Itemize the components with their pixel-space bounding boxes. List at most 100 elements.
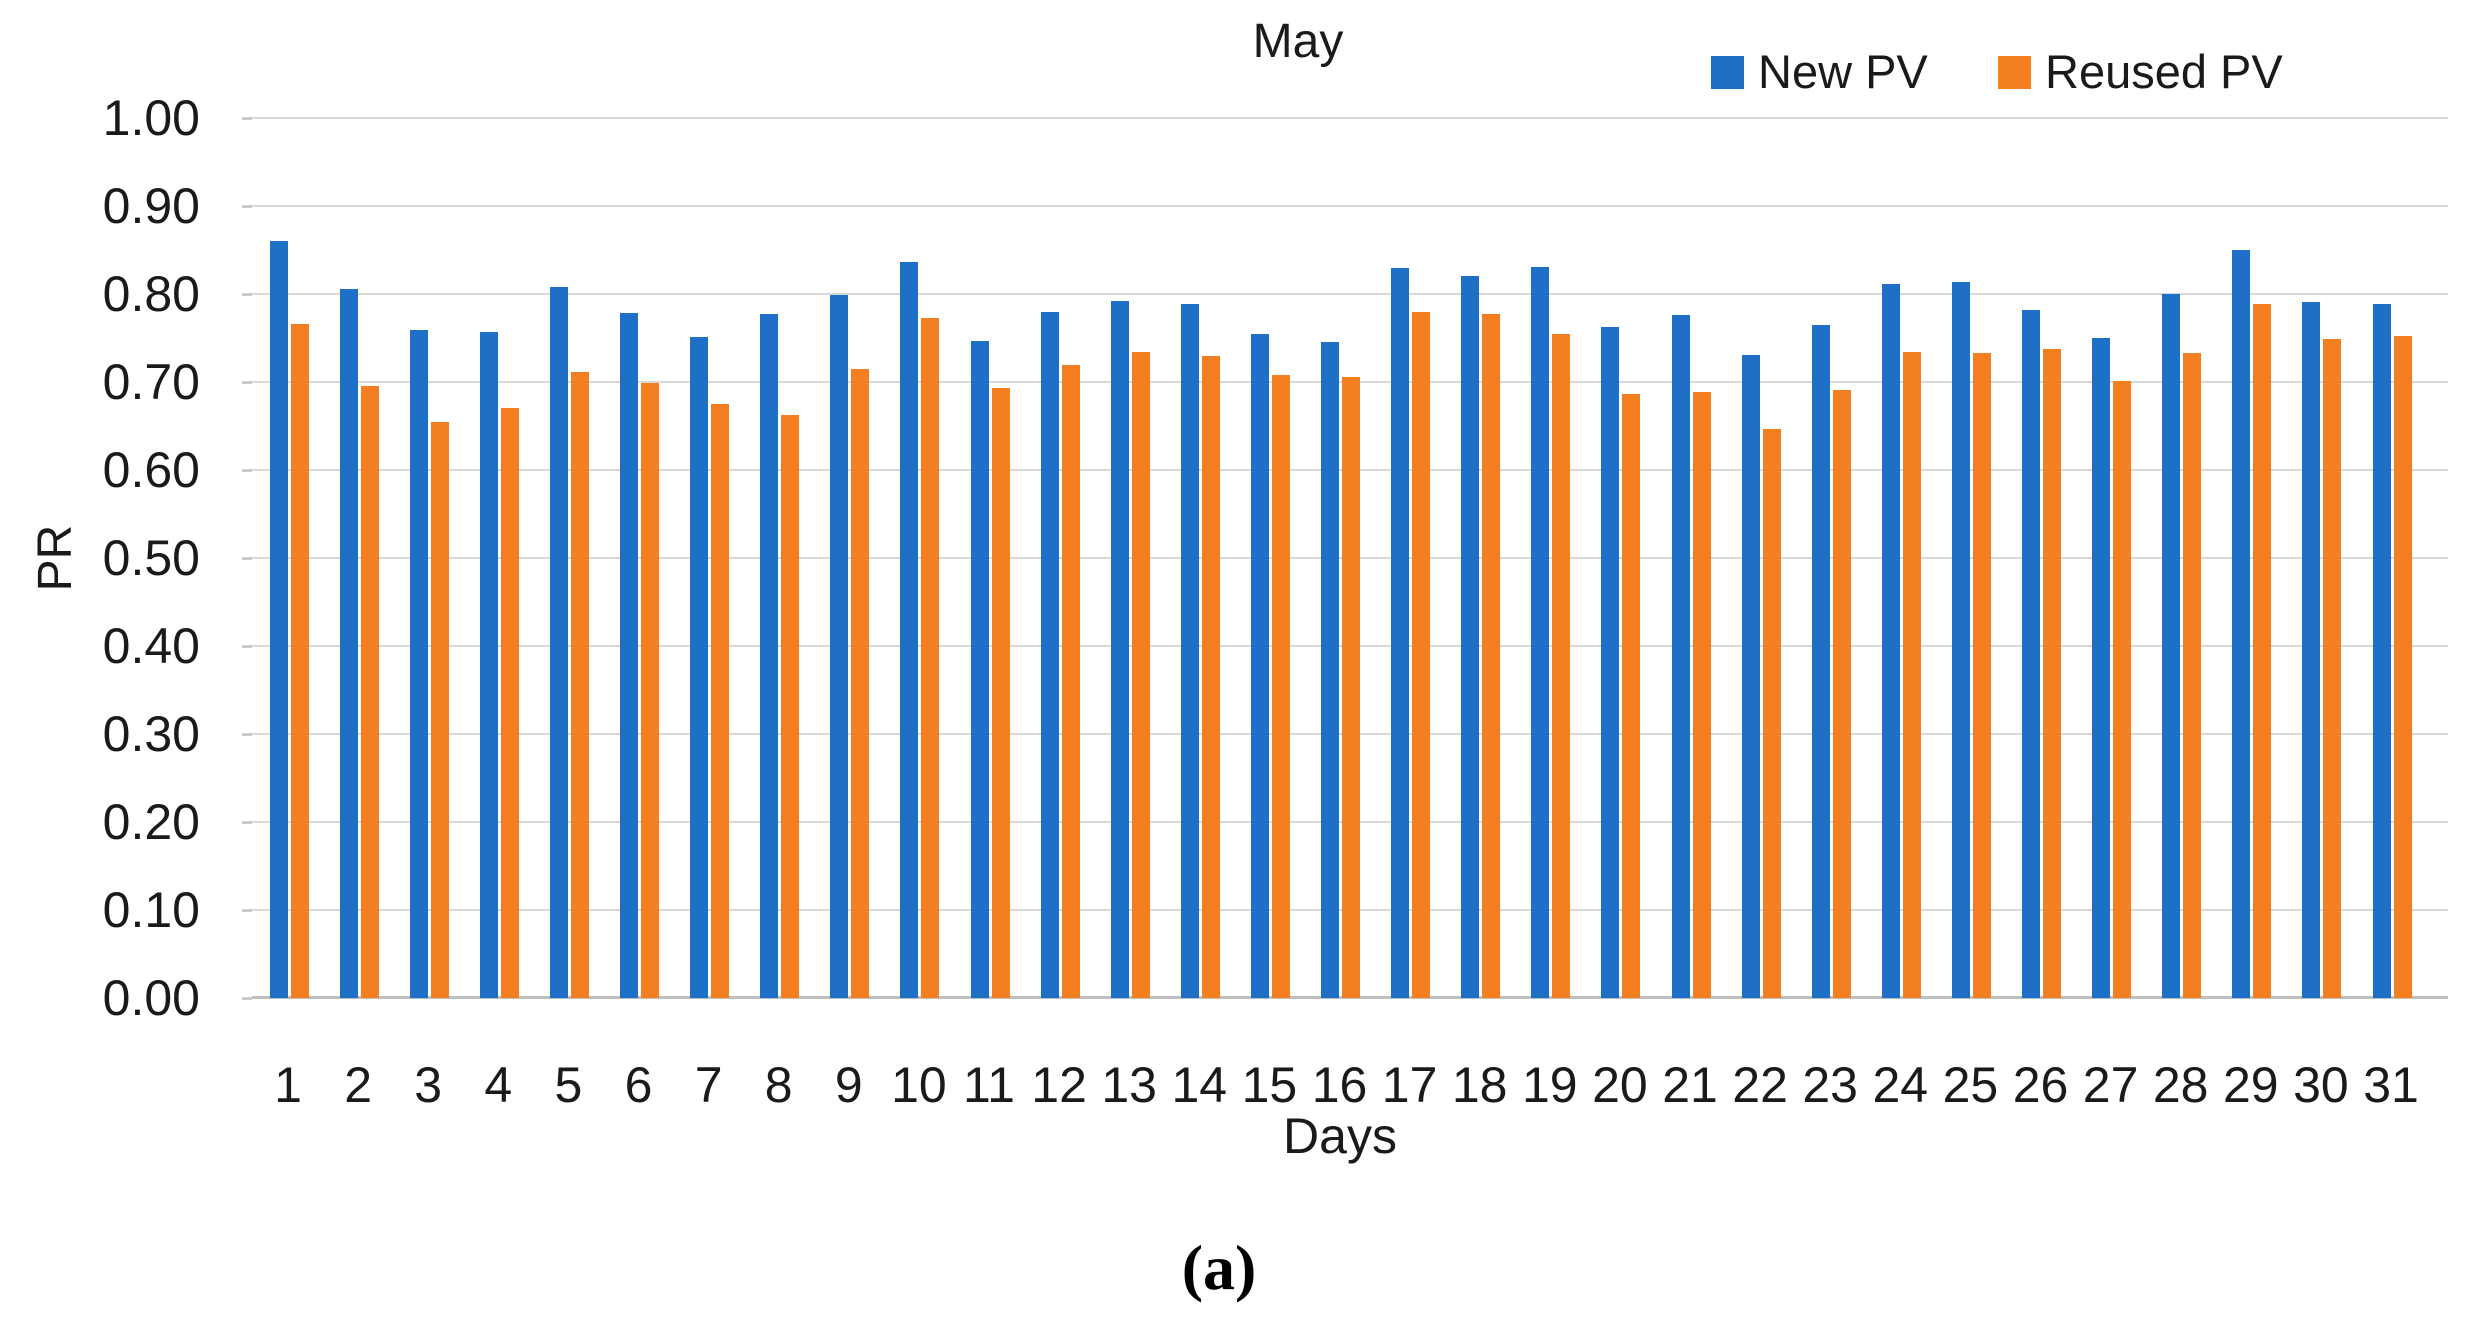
bar-new-pv-day-26 — [2022, 309, 2040, 998]
x-tick-label: 10 — [891, 1057, 947, 1113]
bar-reused-pv-day-16 — [1342, 376, 1360, 998]
y-axis-tickmark — [242, 997, 252, 1000]
x-tick-label: 29 — [2222, 1057, 2279, 1113]
bar-reused-pv-day-21 — [1692, 391, 1711, 998]
bar-reused-pv-day-12 — [1061, 365, 1080, 998]
x-tick-label: 16 — [1311, 1057, 1368, 1113]
x-tick-label: 4 — [484, 1057, 513, 1113]
bar-reused-pv-day-23 — [1832, 389, 1851, 998]
bar-new-pv-day-16 — [1321, 342, 1339, 998]
bar-new-pv-day-14 — [1180, 303, 1199, 998]
y-axis-tickmark — [242, 909, 252, 912]
y-axis-tickmark — [242, 645, 252, 648]
bar-reused-pv-day-20 — [1622, 394, 1641, 998]
bar-new-pv-day-13 — [1110, 301, 1129, 998]
bar-new-pv-day-28 — [2162, 294, 2181, 998]
bar-reused-pv-day-7 — [711, 404, 730, 998]
x-tick-label: 13 — [1101, 1057, 1157, 1113]
bar-new-pv-day-5 — [549, 286, 568, 998]
y-tick-label: 0.60 — [102, 442, 200, 498]
legend-item-new-pv: New PV — [1711, 45, 1928, 98]
bar-reused-pv-day-1 — [290, 323, 309, 998]
x-tick-label: 18 — [1451, 1057, 1508, 1113]
bar-new-pv-day-17 — [1391, 268, 1410, 998]
x-tick-label: 23 — [1802, 1057, 1858, 1113]
bar-new-pv-day-30 — [2302, 301, 2321, 998]
x-tick-label: 27 — [2082, 1057, 2139, 1113]
x-tick-label: 9 — [834, 1057, 863, 1113]
x-tick-label: 6 — [624, 1057, 653, 1113]
y-tick-label: 0.80 — [102, 266, 200, 322]
x-tick-label: 12 — [1031, 1057, 1087, 1113]
bar-new-pv-day-31 — [2372, 303, 2391, 998]
legend-label-new-pv: New PV — [1758, 45, 1928, 98]
bar-new-pv-day-11 — [970, 340, 989, 998]
bar-new-pv-day-6 — [620, 313, 638, 998]
legend-swatch-reused-pv — [1998, 55, 2031, 89]
bar-new-pv-day-21 — [1671, 315, 1690, 998]
y-tick-label: 0.90 — [102, 178, 200, 234]
x-tick-label: 7 — [694, 1057, 723, 1113]
y-axis-tickmark — [242, 205, 252, 208]
y-tick-label: 0.50 — [102, 530, 200, 586]
y-axis-tickmark — [242, 821, 252, 824]
x-tick-label: 3 — [414, 1057, 443, 1113]
x-tick-label: 15 — [1241, 1057, 1298, 1113]
bar-new-pv-day-22 — [1741, 354, 1760, 998]
bar-new-pv-day-27 — [2092, 338, 2111, 998]
legend-swatch-new-pv — [1711, 55, 1744, 89]
y-tick-label: 0.40 — [102, 618, 200, 674]
plot-area — [242, 117, 2448, 1000]
bar-reused-pv-day-28 — [2183, 352, 2202, 998]
y-axis-tickmark — [242, 733, 252, 736]
bar-new-pv-day-10 — [900, 262, 919, 998]
x-tick-label: 20 — [1592, 1057, 1648, 1113]
x-tick-label: 25 — [1942, 1057, 1999, 1113]
bar-reused-pv-day-2 — [360, 385, 379, 998]
bar-reused-pv-day-9 — [851, 368, 870, 998]
legend-label-reused-pv: Reused PV — [2045, 45, 2283, 98]
x-tick-label: 11 — [963, 1057, 1015, 1113]
bar-reused-pv-day-15 — [1271, 374, 1290, 998]
x-tick-label: 21 — [1662, 1057, 1718, 1113]
x-tick-label: 28 — [2152, 1057, 2209, 1113]
y-tick-label: 0.10 — [102, 882, 200, 938]
x-tick-label: 1 — [274, 1057, 302, 1113]
bar-reused-pv-day-22 — [1762, 428, 1781, 998]
x-tick-label: 24 — [1872, 1057, 1929, 1113]
y-tick-label: 0.30 — [102, 706, 200, 762]
y-axis-tickmark — [242, 381, 252, 384]
bar-reused-pv-day-27 — [2113, 381, 2132, 998]
bar-new-pv-day-8 — [760, 314, 779, 998]
bar-reused-pv-day-14 — [1201, 355, 1220, 998]
gridline — [252, 205, 2448, 207]
bar-new-pv-day-1 — [269, 241, 288, 998]
x-tick-label: 19 — [1521, 1057, 1578, 1113]
bar-new-pv-day-23 — [1811, 324, 1830, 998]
bar-new-pv-day-24 — [1881, 284, 1900, 998]
x-tick-label: 14 — [1171, 1057, 1228, 1113]
x-tick-label: 5 — [554, 1057, 583, 1113]
y-tick-label: 1.00 — [102, 90, 200, 146]
x-tick-label: 22 — [1732, 1057, 1788, 1113]
bar-reused-pv-day-25 — [1972, 352, 1991, 998]
gridline — [252, 117, 2448, 119]
x-tick-label: 26 — [2012, 1057, 2069, 1113]
bar-reused-pv-day-4 — [500, 407, 519, 998]
bar-new-pv-day-18 — [1461, 276, 1480, 998]
y-tick-label: 0.70 — [102, 354, 200, 410]
bar-reused-pv-day-11 — [991, 388, 1010, 998]
bar-reused-pv-day-29 — [2253, 303, 2272, 998]
bar-reused-pv-day-10 — [921, 317, 940, 998]
x-axis-title: Days — [1283, 1108, 1397, 1164]
x-tick-label: 30 — [2293, 1057, 2349, 1113]
bar-reused-pv-day-24 — [1902, 352, 1921, 998]
chart-title: May — [1252, 15, 1344, 68]
y-axis-tickmark — [242, 293, 252, 296]
bar-new-pv-day-19 — [1531, 266, 1550, 998]
y-axis-tickmark — [242, 557, 252, 560]
figure-caption: (a) — [1181, 1232, 1257, 1303]
legend-item-reused-pv: Reused PV — [1998, 45, 2283, 98]
x-tick-label: 17 — [1381, 1057, 1438, 1113]
